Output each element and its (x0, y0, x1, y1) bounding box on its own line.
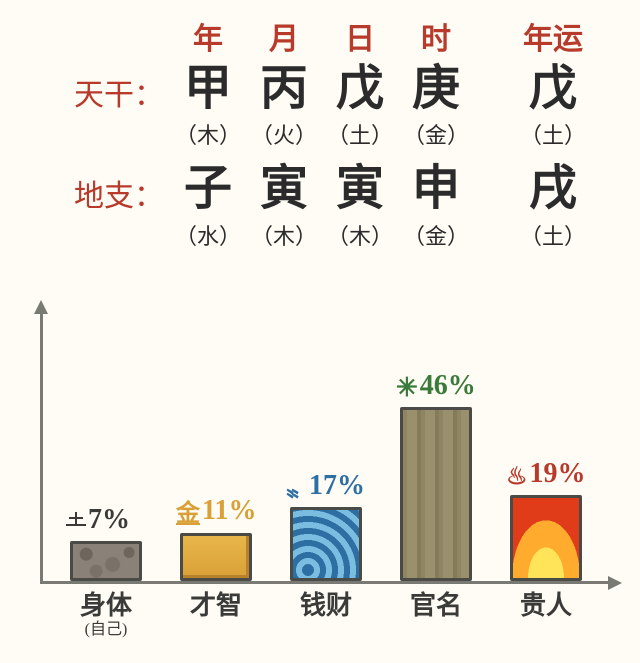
earth-icon (66, 512, 86, 530)
stem-2: 戊 (322, 64, 398, 114)
bazi-table: . 年 月 日 时 年运 天干： 甲 丙 戊 庚 戊 . （木） （火） （土）… (0, 14, 640, 251)
bar-value-fame: 46% (420, 370, 476, 401)
branch-e-0: （水） (170, 219, 246, 251)
bar-label-body: 7% (66, 504, 130, 536)
xlabel-text-money: 钱财 (300, 591, 352, 620)
branch-1: 寅 (246, 164, 322, 214)
bar-value-money: 17% (309, 470, 365, 501)
bar-value-body: 7% (88, 504, 130, 535)
stem-e-2: （土） (322, 118, 398, 150)
xlabel-text-patron: 贵人 (520, 591, 572, 620)
bar-label-wit: 金11% (176, 493, 256, 528)
xlabel-text-wit: 才智 (190, 591, 242, 620)
stem-e-1: （火） (246, 118, 322, 150)
y-axis (40, 312, 43, 584)
bar-label-patron: ♨19% (506, 458, 586, 490)
plot-area: 7% 金11% 〟〟17% ✳46% ♨19% (40, 312, 610, 584)
bar-fame (400, 407, 472, 581)
label-dizhi: 地支： (0, 171, 170, 215)
xlabel-money: 钱财 (271, 592, 381, 638)
xlabel-text-fame: 官名 (410, 591, 462, 620)
bar-patron (510, 495, 582, 581)
xlabel-patron: 贵人 (491, 592, 601, 638)
bazi-stem-row: 天干： 甲 丙 戊 庚 戊 (0, 64, 640, 114)
branch-e-4: （土） (498, 219, 608, 251)
bar-value-patron: 19% (530, 458, 586, 489)
branch-4: 戌 (498, 164, 608, 214)
branch-3: 申 (398, 164, 474, 214)
stem-4: 戊 (498, 64, 608, 114)
bazi-branch-row: 地支： 子 寅 寅 申 戌 (0, 164, 640, 214)
stem-0: 甲 (170, 64, 246, 114)
stem-e-3: （金） (398, 118, 474, 150)
bar-label-fame: ✳46% (396, 370, 476, 402)
xlabel-fame: 官名 (381, 592, 491, 638)
bar-money (290, 507, 362, 581)
xlabel-body: 身体(自己) (51, 592, 161, 638)
xlabel-wit: 才智 (161, 592, 271, 638)
bar-value-wit: 11% (202, 495, 256, 526)
branch-0: 子 (170, 164, 246, 214)
branch-e-3: （金） (398, 219, 474, 251)
branch-2: 寅 (322, 164, 398, 214)
x-axis-labels: 身体(自己) 才智 钱财 官名 贵人 (40, 592, 610, 638)
xlabel-sub-body: (自己) (51, 621, 161, 639)
col-hdr-hour: 时 (398, 14, 474, 58)
xlabel-text-body: 身体 (80, 591, 132, 620)
stem-e-0: （木） (170, 118, 246, 150)
stem-1: 丙 (246, 64, 322, 114)
bazi-stem-elem-row: . （木） （火） （土） （金） （土） (0, 114, 640, 150)
bazi-branch-elem-row: . （水） （木） （木） （金） （土） (0, 215, 640, 251)
col-hdr-year: 年 (170, 14, 246, 58)
branch-e-2: （木） (322, 219, 398, 251)
col-hdr-month: 月 (246, 14, 322, 58)
branch-e-1: （木） (246, 219, 322, 251)
water-icon: 〟〟 (286, 481, 307, 496)
stem-e-4: （土） (498, 118, 608, 150)
wood-icon: ✳ (396, 378, 418, 399)
x-axis-arrow-icon (608, 576, 622, 590)
bar-body (70, 541, 142, 581)
y-axis-arrow-icon (34, 300, 48, 314)
label-tiangan: 天干： (0, 70, 170, 114)
bar-label-money: 〟〟17% (286, 470, 365, 502)
gold-icon: 金 (176, 493, 200, 528)
bazi-header-row: . 年 月 日 时 年运 (0, 14, 640, 58)
bar-wit (180, 533, 252, 581)
fire-icon: ♨ (506, 468, 528, 487)
col-hdr-luck: 年运 (498, 14, 608, 58)
element-bar-chart: 7% 金11% 〟〟17% ✳46% ♨19% 身体(自己) 才智 钱财 官名 贵人 (40, 312, 610, 642)
stem-3: 庚 (398, 64, 474, 114)
x-axis (40, 581, 610, 584)
col-hdr-day: 日 (322, 14, 398, 58)
